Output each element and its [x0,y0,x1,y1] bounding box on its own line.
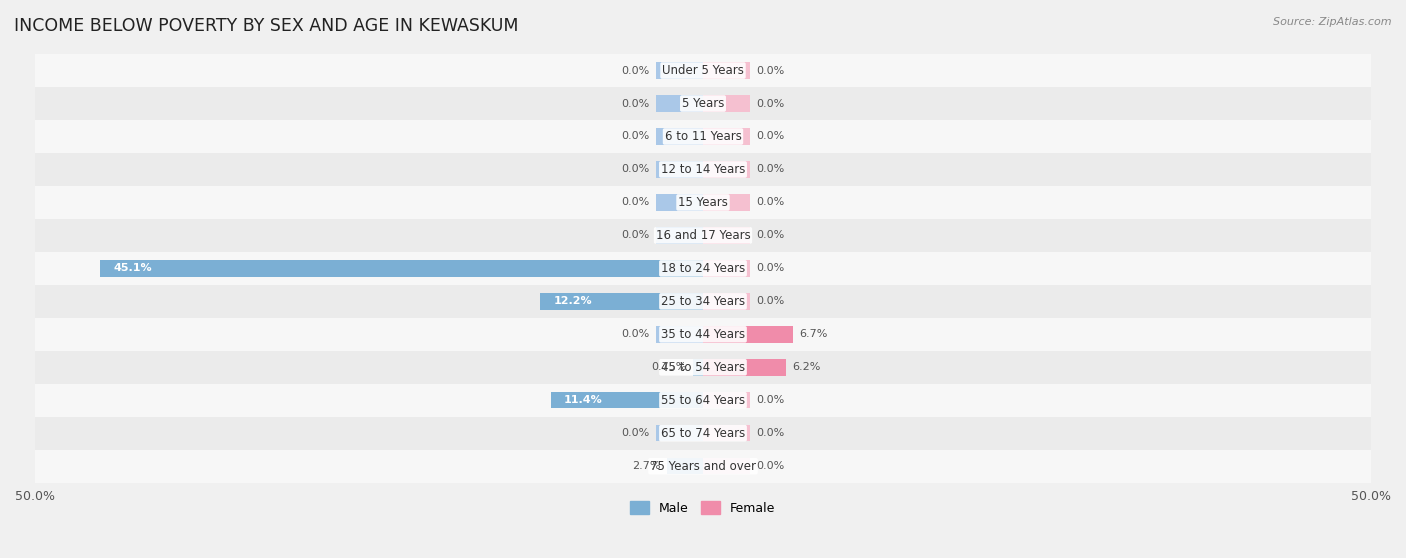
Bar [540,293,703,310]
Text: 6.7%: 6.7% [799,329,828,339]
Text: 45.1%: 45.1% [114,263,152,273]
Text: 0.0%: 0.0% [756,65,785,75]
Bar [657,161,703,177]
Text: 0.75%: 0.75% [651,362,686,372]
Bar [35,318,1371,351]
Text: 0.0%: 0.0% [756,263,785,273]
Bar [657,227,703,244]
Bar [703,359,786,376]
Text: 15 Years: 15 Years [678,196,728,209]
Bar [703,227,749,244]
Text: 0.0%: 0.0% [621,99,650,108]
Bar [657,194,703,211]
Bar [657,62,703,79]
Bar [35,153,1371,186]
Text: Source: ZipAtlas.com: Source: ZipAtlas.com [1274,17,1392,27]
Legend: Male, Female: Male, Female [630,502,776,515]
Bar [100,260,703,277]
Text: 55 to 64 Years: 55 to 64 Years [661,394,745,407]
Bar [35,384,1371,417]
Text: 12.2%: 12.2% [554,296,592,306]
Text: 12 to 14 Years: 12 to 14 Years [661,163,745,176]
Text: 2.7%: 2.7% [631,461,661,471]
Text: 25 to 34 Years: 25 to 34 Years [661,295,745,308]
Bar [35,285,1371,318]
Text: 6 to 11 Years: 6 to 11 Years [665,130,741,143]
Bar [35,219,1371,252]
Bar [703,194,749,211]
Bar [693,359,703,376]
Text: 0.0%: 0.0% [621,329,650,339]
Bar [703,260,749,277]
Text: 11.4%: 11.4% [564,395,603,405]
Text: 18 to 24 Years: 18 to 24 Years [661,262,745,275]
Text: 75 Years and over: 75 Years and over [650,460,756,473]
Bar [35,54,1371,87]
Bar [35,186,1371,219]
Bar [657,326,703,343]
Text: 65 to 74 Years: 65 to 74 Years [661,427,745,440]
Bar [703,392,749,408]
Bar [703,425,749,441]
Bar [703,62,749,79]
Text: 0.0%: 0.0% [621,428,650,438]
Text: 0.0%: 0.0% [756,132,785,142]
Text: 45 to 54 Years: 45 to 54 Years [661,361,745,374]
Bar [703,326,793,343]
Text: 0.0%: 0.0% [621,230,650,240]
Text: 0.0%: 0.0% [621,165,650,175]
Text: 0.0%: 0.0% [621,198,650,208]
Bar [703,95,749,112]
Text: INCOME BELOW POVERTY BY SEX AND AGE IN KEWASKUM: INCOME BELOW POVERTY BY SEX AND AGE IN K… [14,17,519,35]
Bar [35,120,1371,153]
Bar [35,252,1371,285]
Bar [35,351,1371,384]
Bar [703,293,749,310]
Text: 0.0%: 0.0% [756,395,785,405]
Text: 35 to 44 Years: 35 to 44 Years [661,328,745,341]
Bar [657,425,703,441]
Bar [703,161,749,177]
Bar [666,458,703,474]
Text: 16 and 17 Years: 16 and 17 Years [655,229,751,242]
Text: 0.0%: 0.0% [756,165,785,175]
Text: 0.0%: 0.0% [756,99,785,108]
Text: Under 5 Years: Under 5 Years [662,64,744,77]
Text: 0.0%: 0.0% [756,461,785,471]
Text: 0.0%: 0.0% [756,296,785,306]
Text: 0.0%: 0.0% [756,230,785,240]
Bar [703,458,749,474]
Text: 5 Years: 5 Years [682,97,724,110]
Text: 0.0%: 0.0% [756,428,785,438]
Text: 0.0%: 0.0% [621,65,650,75]
Bar [35,450,1371,483]
Text: 6.2%: 6.2% [793,362,821,372]
Text: 0.0%: 0.0% [621,132,650,142]
Text: 0.0%: 0.0% [756,198,785,208]
Bar [35,417,1371,450]
Bar [657,95,703,112]
Bar [551,392,703,408]
Bar [703,128,749,145]
Bar [35,87,1371,120]
Bar [657,128,703,145]
